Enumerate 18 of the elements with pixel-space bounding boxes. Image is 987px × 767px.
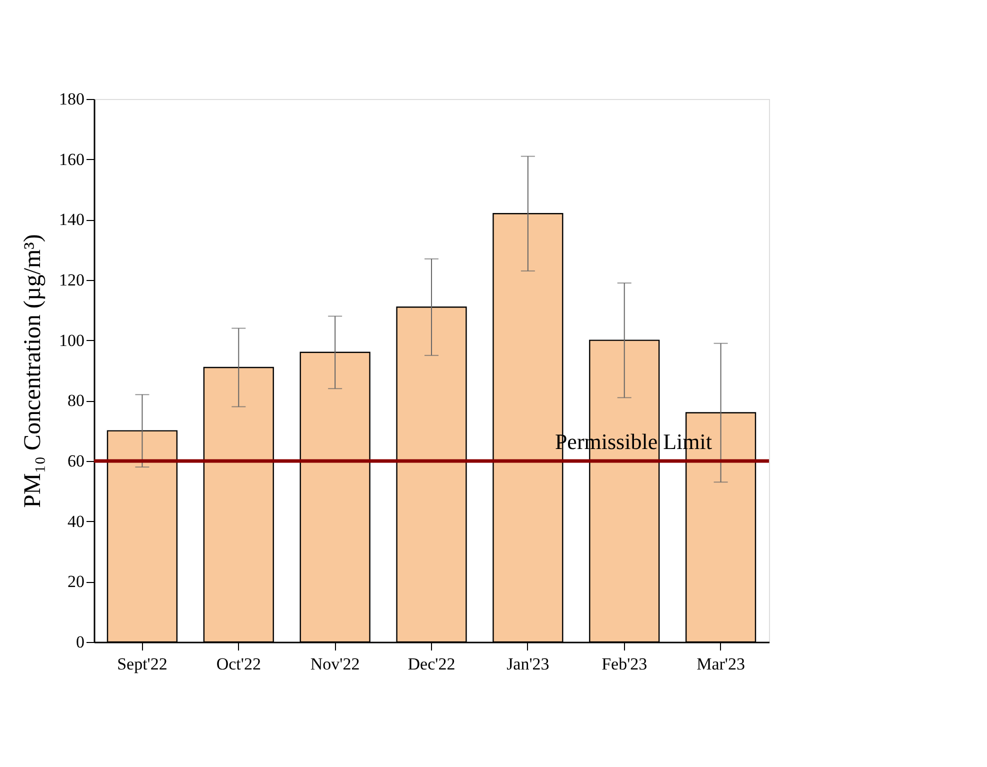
y-tick-label: 40	[68, 512, 84, 531]
x-tick-label: Dec'22	[408, 654, 456, 674]
y-tick-label: 100	[59, 330, 84, 350]
y-tick-label: 120	[59, 270, 84, 290]
y-axis-title: PM₁₀ Concentration (µg/m³)	[20, 234, 46, 508]
x-tick-label: Mar'23	[696, 654, 745, 674]
y-tick-label: 180	[59, 90, 84, 108]
y-tick-label: 140	[59, 210, 84, 230]
y-tick-label: 20	[68, 572, 84, 592]
y-tick-label: 0	[76, 632, 84, 652]
x-tick-label: Oct'22	[216, 654, 261, 674]
y-tick-label: 160	[59, 150, 84, 169]
y-tick-label: 80	[68, 391, 84, 410]
x-tick-label: Nov'22	[310, 654, 360, 674]
x-tick-label: Sept'22	[117, 654, 168, 674]
x-tick-label: Feb'23	[602, 654, 648, 674]
y-tick-label: 60	[68, 452, 84, 470]
x-tick-label: Jan'23	[506, 654, 550, 674]
